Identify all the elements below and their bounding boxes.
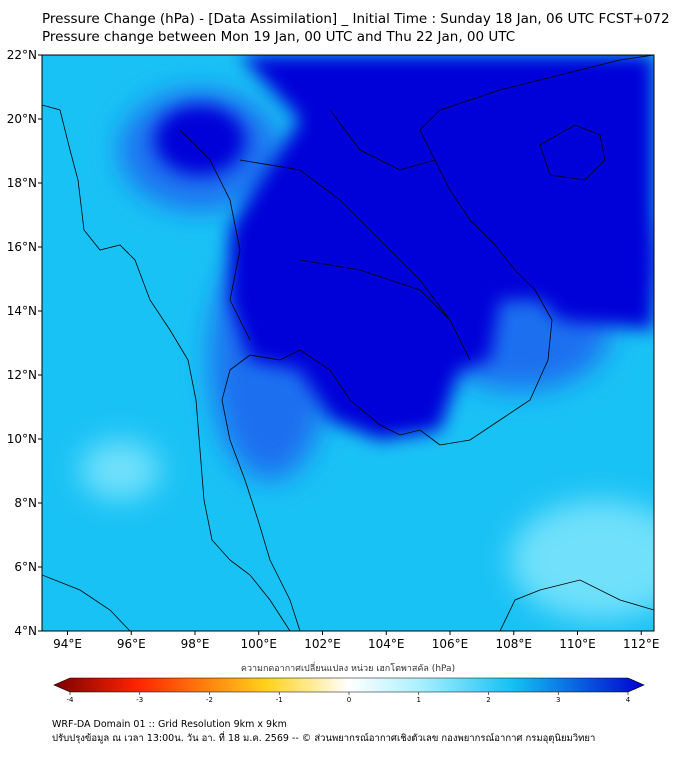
colorbar-bar <box>53 677 645 693</box>
lon-tick-label: 104°E <box>368 637 405 651</box>
coast-gulf-thailand <box>249 349 441 446</box>
coast-myanmar <box>42 104 231 561</box>
lat-tick-label: 14°N <box>7 304 37 318</box>
latitude-ticks: 22°N 20°N 18°N 16°N 14°N 12°N 10°N 8°N 6°N 4°N <box>7 48 42 638</box>
lon-tick-label: 102°E <box>304 637 341 651</box>
lat-tick-label: 10°N <box>7 432 37 446</box>
map-frame <box>41 54 655 632</box>
footer-credit: ปรับปรุงข้อมูล ณ เวลา 13:00น. วัน อา. ที… <box>52 733 596 744</box>
lon-tick-label: 94°E <box>53 637 82 651</box>
colorbar-tick-label: -3 <box>136 696 143 704</box>
coast-hainan <box>539 124 606 181</box>
pressure-field <box>42 55 654 631</box>
coast-sumatra <box>42 574 131 631</box>
coast-vietnam-china <box>419 55 654 446</box>
coastlines <box>42 55 654 631</box>
lat-tick-label: 4°N <box>14 624 37 638</box>
colorbar-tick-label: 1 <box>417 696 421 704</box>
colorbar-tick-label: -2 <box>206 696 213 704</box>
colorbar-tick-label: 2 <box>486 696 490 704</box>
field-patch-slight-se <box>510 500 654 620</box>
field-patch-slight-w <box>80 440 160 500</box>
colorbar-ticks: -4 -3 -2 -1 0 1 2 3 4 <box>67 692 631 704</box>
border-china-laos <box>329 109 436 171</box>
coast-borneo <box>499 579 654 631</box>
lon-tick-label: 96°E <box>117 637 146 651</box>
field-patch-strong-main <box>230 55 654 440</box>
lat-tick-label: 16°N <box>7 240 37 254</box>
lon-tick-label: 100°E <box>241 637 278 651</box>
colorbar-tick-label: -1 <box>276 696 283 704</box>
lat-tick-label: 8°N <box>14 496 37 510</box>
lat-tick-label: 18°N <box>7 176 37 190</box>
chart-title: Pressure Change (hPa) - [Data Assimilati… <box>42 11 670 27</box>
lat-tick-label: 12°N <box>7 368 37 382</box>
coast-malay-west <box>229 559 291 631</box>
lon-tick-label: 108°E <box>496 637 533 651</box>
colorbar-tick-label: -4 <box>67 696 75 704</box>
lon-tick-label: 110°E <box>559 637 596 651</box>
border-thai-myanmar <box>179 129 251 341</box>
footer-model-info: WRF-DA Domain 01 :: Grid Resolution 9km … <box>52 719 287 730</box>
lat-tick-label: 6°N <box>14 560 37 574</box>
lon-tick-label: 106°E <box>432 637 469 651</box>
colorbar-title: ความกดอากาศเปลี่ยนแปลง หน่วย เฮกโตพาสคัล… <box>241 661 455 674</box>
field-patch-strong-nw <box>155 105 245 175</box>
longitude-ticks: 94°E 96°E 98°E 100°E 102°E 104°E 106°E 108°E 110… <box>53 631 660 651</box>
colorbar-tick-label: 3 <box>556 696 560 704</box>
colorbar-tick-label: 0 <box>347 696 351 704</box>
colorbar: ความกดอากาศเปลี่ยนแปลง หน่วย เฮกโตพาสคัล… <box>53 661 645 704</box>
chart-subtitle: Pressure change between Mon 19 Jan, 00 U… <box>42 29 516 45</box>
lat-tick-label: 20°N <box>7 112 37 126</box>
lon-tick-label: 112°E <box>623 637 660 651</box>
lat-tick-label: 22°N <box>7 48 37 62</box>
coast-malay-east <box>221 354 301 631</box>
lon-tick-label: 98°E <box>181 637 210 651</box>
border-thai-cambodia <box>299 259 451 321</box>
colorbar-tick-label: 4 <box>626 696 631 704</box>
